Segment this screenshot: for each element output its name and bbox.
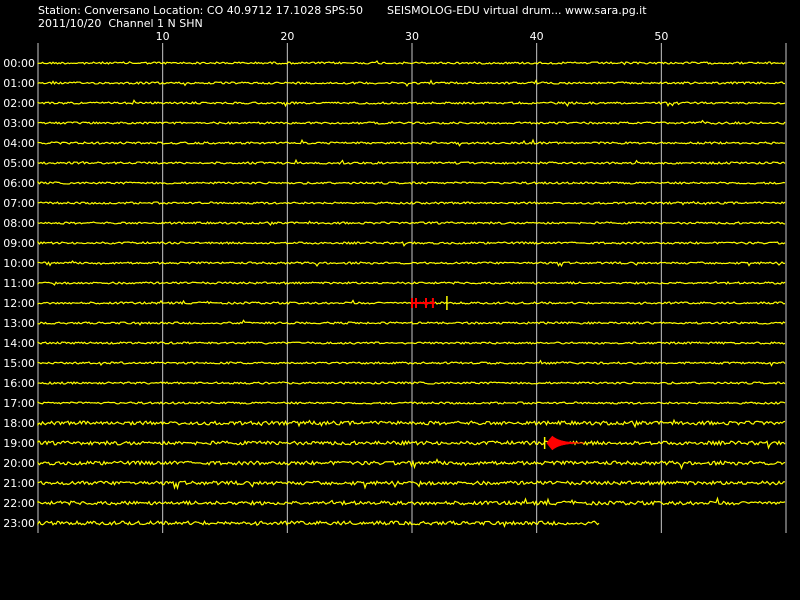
trace-line bbox=[37, 220, 786, 227]
hour-row-label: 19:00 bbox=[3, 437, 35, 450]
trace-line bbox=[37, 60, 786, 66]
hour-row-label: 15:00 bbox=[3, 357, 35, 370]
minute-tick-label: 20 bbox=[280, 30, 294, 43]
trace-line bbox=[37, 299, 786, 305]
station-info: Station: Conversano Location: CO 40.9712… bbox=[38, 4, 363, 17]
hour-row-label: 10:00 bbox=[3, 257, 35, 270]
hour-row-label: 17:00 bbox=[3, 397, 35, 410]
minute-tick-label: 50 bbox=[654, 30, 668, 43]
hour-row-label: 18:00 bbox=[3, 417, 35, 430]
hour-row-label: 06:00 bbox=[3, 177, 35, 190]
hour-row-label: 07:00 bbox=[3, 197, 35, 210]
trace-line bbox=[37, 418, 786, 429]
trace-line bbox=[37, 439, 786, 450]
hour-row-label: 14:00 bbox=[3, 337, 35, 350]
hour-row-label: 16:00 bbox=[3, 377, 35, 390]
trace-line bbox=[37, 496, 786, 507]
hour-row-label: 20:00 bbox=[3, 457, 35, 470]
trace-line bbox=[37, 341, 786, 345]
trace-line bbox=[37, 319, 786, 326]
hour-row-label: 00:00 bbox=[3, 57, 35, 70]
trace-line bbox=[37, 359, 786, 367]
hour-row-label: 09:00 bbox=[3, 237, 35, 250]
trace-line bbox=[37, 119, 786, 125]
trace-line bbox=[37, 280, 786, 286]
trace-line bbox=[37, 180, 786, 185]
trace-line bbox=[37, 381, 786, 385]
trace-line bbox=[37, 99, 786, 108]
trace-line bbox=[37, 401, 786, 405]
hour-row-label: 22:00 bbox=[3, 497, 35, 510]
hour-row-label: 08:00 bbox=[3, 217, 35, 230]
minute-tick-label: 10 bbox=[156, 30, 170, 43]
trace-line bbox=[37, 158, 786, 165]
date-channel-info: 2011/10/20 Channel 1 N SHN bbox=[38, 17, 203, 30]
earthquake-signal bbox=[546, 435, 585, 451]
hour-row-label: 11:00 bbox=[3, 277, 35, 290]
trace-line bbox=[37, 479, 786, 491]
app-title: SEISMOLOG-EDU virtual drum... www.sara.p… bbox=[387, 4, 647, 17]
hour-row-label: 04:00 bbox=[3, 137, 35, 150]
hour-row-label: 21:00 bbox=[3, 477, 35, 490]
trace-line bbox=[37, 520, 600, 529]
hour-row-label: 23:00 bbox=[3, 517, 35, 530]
hour-row-label: 02:00 bbox=[3, 97, 35, 110]
trace-line bbox=[37, 79, 786, 88]
trace-line bbox=[37, 200, 786, 206]
hour-row-label: 12:00 bbox=[3, 297, 35, 310]
trace-line bbox=[37, 458, 786, 471]
hour-row-label: 13:00 bbox=[3, 317, 35, 330]
trace-line bbox=[37, 260, 786, 268]
hour-row-label: 03:00 bbox=[3, 117, 35, 130]
hour-row-label: 01:00 bbox=[3, 77, 35, 90]
trace-line bbox=[37, 138, 786, 147]
minute-tick-label: 30 bbox=[405, 30, 419, 43]
minute-tick-label: 40 bbox=[530, 30, 544, 43]
hour-row-label: 05:00 bbox=[3, 157, 35, 170]
trace-line bbox=[37, 240, 786, 247]
